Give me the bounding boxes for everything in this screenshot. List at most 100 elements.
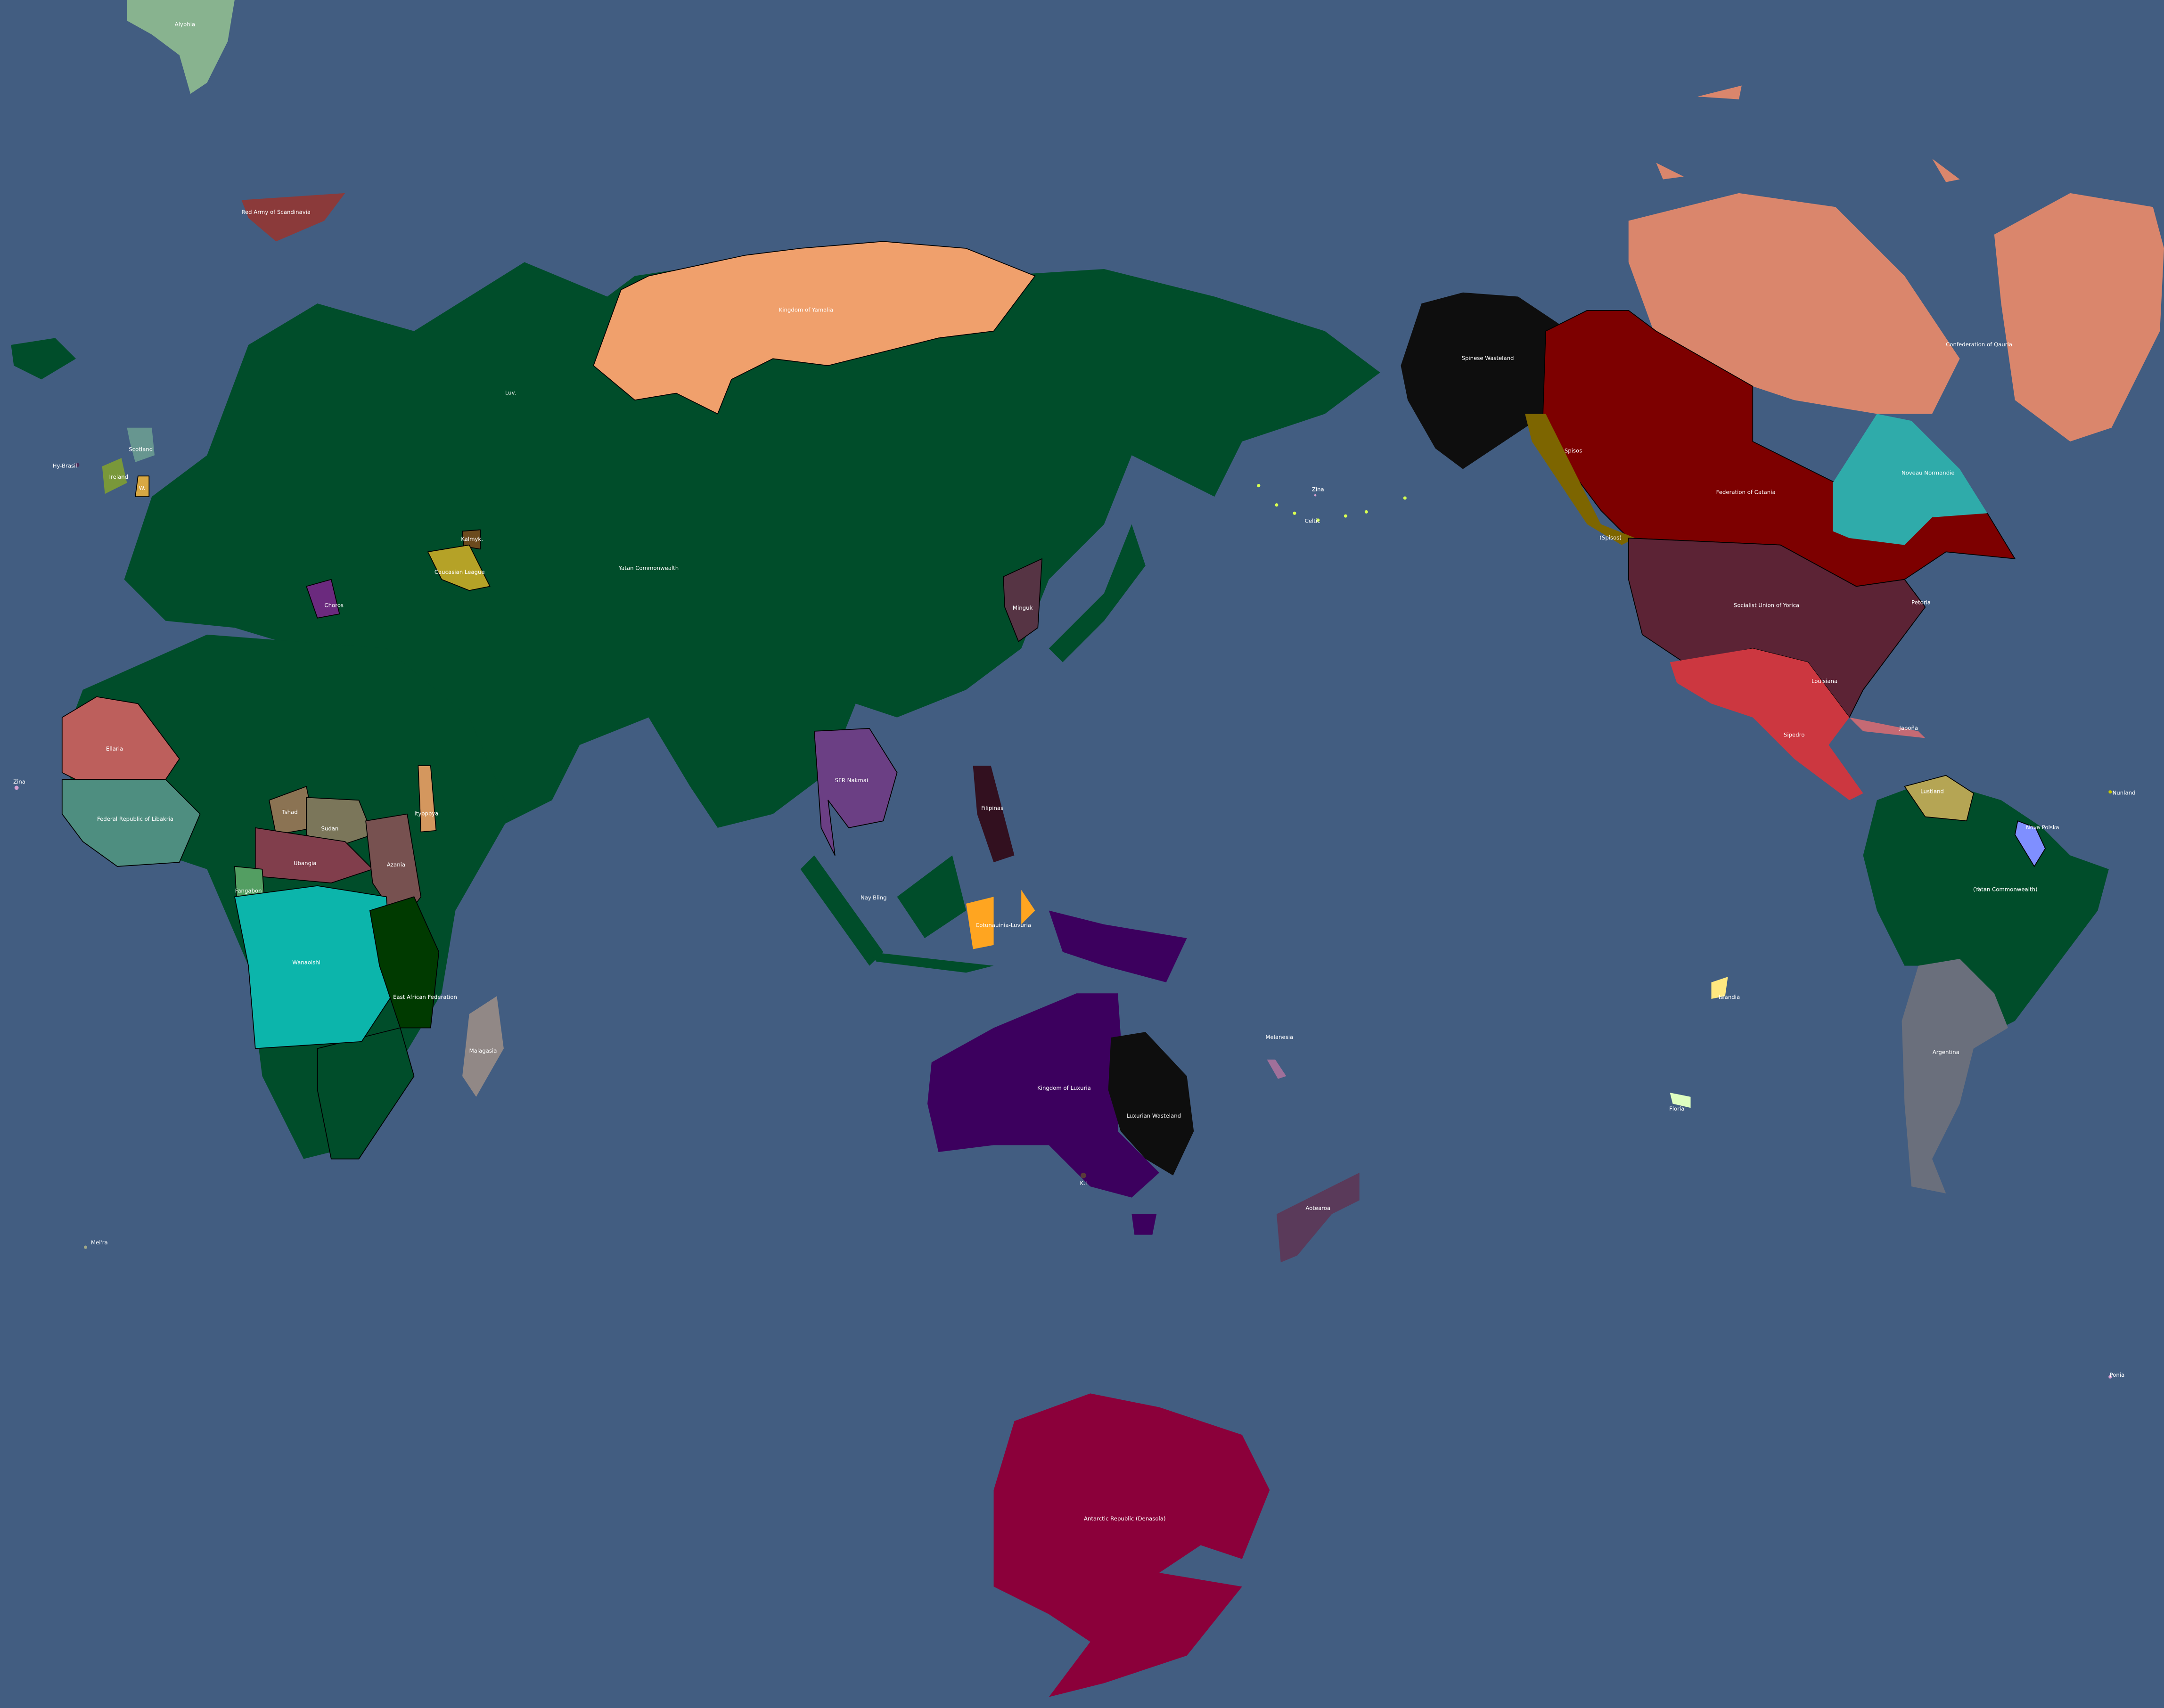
region-ki[interactable]	[1081, 1172, 1086, 1178]
label-aotearoa: Aotearoa	[1305, 1205, 1330, 1211]
qauria-greenland	[1994, 193, 2164, 441]
label-azania: Azania	[387, 861, 405, 868]
label-cotunauinia-luvuria: Cotunauinia-Luvuria	[975, 922, 1031, 929]
label-naybling: Nay'Bling	[861, 894, 886, 901]
label-noveau-normandie: Noveau Normandie	[1902, 469, 1955, 476]
region-celtic-islands[interactable]	[1257, 484, 1407, 522]
island	[1257, 484, 1261, 488]
region-spisos[interactable]	[1525, 414, 1636, 545]
label-nunland: Nunland	[2113, 790, 2136, 796]
label-malagasia: Malagasia	[469, 1047, 497, 1054]
greenland-west-land	[11, 338, 76, 380]
region-islandia[interactable]	[1711, 977, 1728, 999]
label-floria: Floria	[1669, 1105, 1684, 1112]
region-malagasia[interactable]	[462, 996, 504, 1097]
qauria-island	[1932, 158, 1960, 182]
label-yatan: Yatan Commonwealth	[618, 564, 679, 571]
region-luxurian-wasteland[interactable]	[1108, 1032, 1194, 1176]
label-catania: Federation of Catania	[1716, 489, 1776, 495]
region-lustland[interactable]	[1904, 775, 1974, 822]
label-luxurian-wasteland: Luxurian Wasteland	[1126, 1112, 1181, 1119]
japan-land	[1049, 524, 1146, 662]
region-wanaoishi[interactable]	[234, 885, 394, 1049]
label-wanaoishi: Wanaoishi	[292, 959, 320, 966]
region-wales[interactable]	[135, 475, 150, 497]
label-filipinas: Filipinas	[981, 805, 1003, 811]
label-ityoppya: Ityoppya	[414, 810, 438, 817]
region-sipedro[interactable]	[1670, 648, 1863, 801]
region-kalmyk[interactable]	[462, 529, 481, 550]
label-east-african-federation: East African Federation	[393, 994, 457, 1000]
region-floria[interactable]	[1670, 1093, 1691, 1108]
region-caucasian-league[interactable]	[427, 544, 491, 591]
region-nunland[interactable]	[2108, 790, 2112, 794]
label-luxuria: Kingdom of Luxuria	[1037, 1085, 1091, 1091]
region-filipinas[interactable]	[973, 766, 1015, 863]
label-luv: Luv.	[505, 389, 516, 396]
region-minguk[interactable]	[1003, 558, 1042, 642]
label-japona: Japoña	[1899, 725, 1918, 731]
region-ellaria[interactable]	[61, 696, 180, 787]
java-land	[869, 952, 994, 973]
label-lustland: Lustland	[1920, 788, 1944, 795]
label-sipedro: Sipedro	[1784, 732, 1804, 738]
label-ellaria: Ellaria	[106, 745, 123, 752]
label-tshad: Tshad	[281, 809, 297, 816]
region-ireland[interactable]	[102, 458, 127, 494]
region-spinese-wasteland[interactable]	[1401, 292, 1574, 469]
label-zina-west: Zina	[13, 778, 25, 785]
region-ubangia[interactable]	[254, 827, 373, 883]
region-melanesia[interactable]	[1267, 1059, 1287, 1079]
region-libakria[interactable]	[61, 779, 201, 867]
region-nakmai[interactable]	[813, 728, 898, 856]
label-hy-brasil: Hy-Brasil	[53, 463, 77, 469]
island	[1293, 511, 1296, 515]
region-nova-polska[interactable]	[2014, 820, 2046, 867]
region-scandinavia[interactable]	[241, 193, 345, 242]
region-ityoppya[interactable]	[418, 765, 437, 833]
label-fangabon: Fangabon	[235, 887, 262, 894]
borneo-land	[897, 855, 966, 939]
region-cotunauinia-luvuria[interactable]	[966, 897, 994, 949]
region-noveau-normandie[interactable]	[1833, 414, 1988, 545]
region-new-guinea[interactable]	[1049, 910, 1187, 982]
region-aotearoa[interactable]	[1276, 1172, 1360, 1263]
label-nova-polska: Nova Polska	[2026, 824, 2059, 831]
region-hy-brasil[interactable]	[75, 463, 80, 467]
label-wales: W.	[139, 484, 146, 491]
label-melanesia: Melanesia	[1265, 1034, 1293, 1040]
region-choros[interactable]	[306, 579, 340, 619]
label-zina-east: Zina	[1312, 486, 1324, 492]
label-libakria: Federal Republic of Libakria	[97, 816, 173, 822]
label-kalmyk: Kalmyk.	[461, 536, 483, 542]
label-yamalia: Kingdom of Yamalia	[779, 307, 833, 313]
south-america-land	[1863, 779, 2109, 1035]
label-scotland: Scotland	[129, 446, 153, 452]
qauria-archipelago	[1628, 193, 1960, 414]
country-labels: Alyphia Red Army of Scandinavia Kingdom …	[13, 21, 2135, 1522]
region-meira[interactable]	[84, 1245, 88, 1249]
label-ubangia: Ubangia	[294, 860, 316, 866]
region-yamalia[interactable]	[593, 241, 1036, 415]
label-qauria: Confederation of Qauria	[1946, 341, 2012, 348]
region-alyphia[interactable]	[127, 0, 235, 94]
region-luxuria[interactable]	[927, 993, 1159, 1198]
island	[1344, 514, 1347, 518]
region-zina-west[interactable]	[14, 785, 19, 790]
island	[1275, 503, 1279, 507]
region-ponia[interactable]	[2108, 1375, 2112, 1379]
label-ponia: Ponia	[2110, 1372, 2125, 1378]
label-ki: K.I	[1080, 1180, 1087, 1186]
region-antarctic-republic[interactable]	[993, 1393, 1270, 1697]
region-qauria[interactable]	[1628, 85, 2164, 441]
region-sudan[interactable]	[306, 797, 373, 849]
region-cotunauinia-luvuria-east[interactable]	[1021, 890, 1035, 924]
region-argentina[interactable]	[1902, 959, 2008, 1193]
region-east-african-federation[interactable]	[369, 896, 440, 1029]
region-scotland[interactable]	[127, 427, 155, 462]
label-argentina: Argentina	[1933, 1049, 1959, 1055]
region-japona[interactable]	[1849, 717, 1926, 738]
island	[1403, 496, 1407, 500]
region-zina-east[interactable]	[1314, 494, 1317, 497]
